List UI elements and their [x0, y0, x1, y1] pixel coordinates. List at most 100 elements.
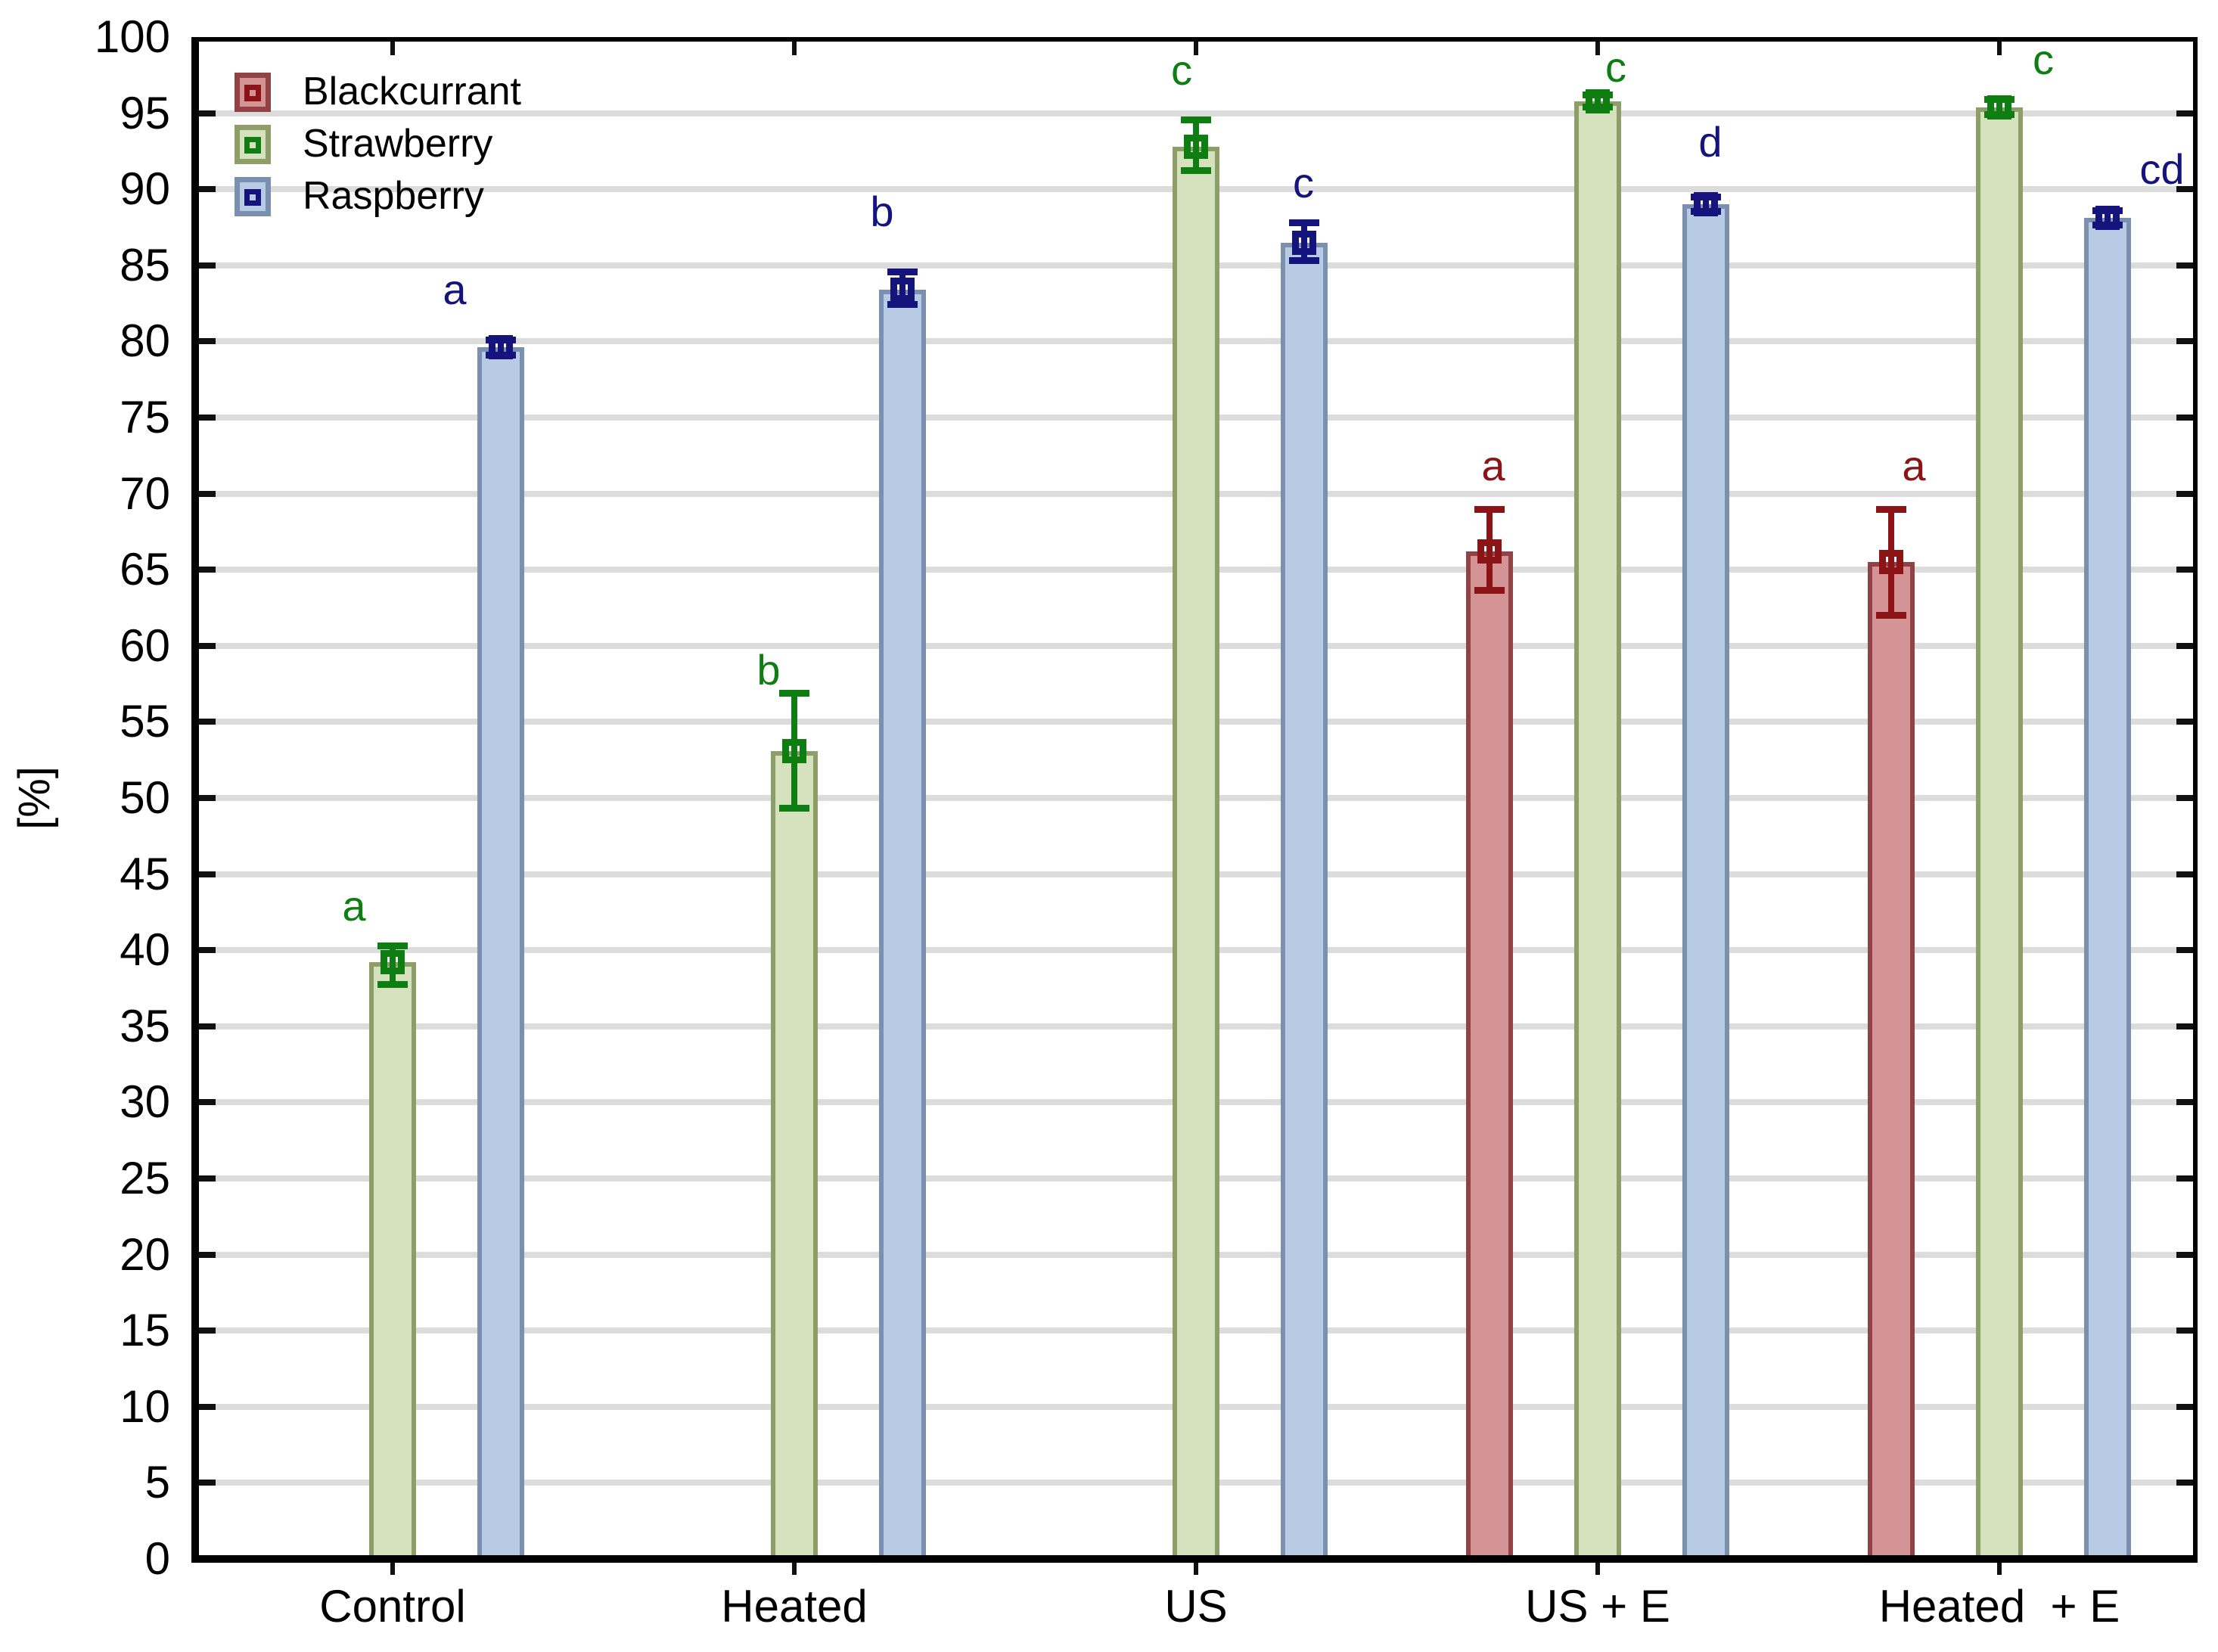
y-axis-tick-left	[199, 186, 216, 193]
y-axis-tick-label: 45	[120, 848, 170, 899]
error-bar-cap-top	[779, 690, 809, 697]
x-axis-tick-bottom	[1997, 1563, 2002, 1575]
y-axis-tick-left	[199, 795, 216, 801]
error-bar-line	[1301, 222, 1307, 261]
mean-marker	[1987, 95, 2011, 120]
mean-marker	[489, 335, 513, 360]
error-bar-line	[390, 946, 396, 986]
y-axis-tick-left	[199, 1175, 216, 1182]
y-axis-tick-label: 10	[120, 1380, 170, 1432]
y-axis-tick-label: 100	[94, 11, 170, 62]
y-axis-tick-left	[199, 1403, 216, 1410]
error-bar-cap-bottom	[887, 301, 918, 309]
y-axis-tick-label: 55	[120, 696, 170, 747]
y-axis-tick-right	[2176, 1175, 2193, 1182]
y-axis-tick-label: 50	[120, 772, 170, 823]
error-bar-line	[2105, 210, 2111, 226]
x-axis-category-label: US + E	[1525, 1581, 1670, 1632]
error-bar-cap-bottom	[1181, 167, 1211, 175]
y-axis-tick-left	[199, 338, 216, 345]
mean-marker	[381, 950, 405, 975]
bar-strawberry-1	[771, 750, 818, 1563]
mean-marker	[1694, 192, 1718, 217]
error-bar-line	[1595, 95, 1601, 107]
y-axis-tick-label: 90	[120, 163, 170, 215]
bar-raspberry-2	[1281, 242, 1328, 1563]
x-axis-category-label: Heated + E	[1878, 1581, 2120, 1632]
y-axis-tick-label: 60	[120, 620, 170, 671]
y-axis-tick-label: 30	[120, 1076, 170, 1128]
y-axis-tick-left	[199, 1251, 216, 1258]
y-axis-tick-label: 15	[120, 1305, 170, 1356]
y-axis-tick-right	[2176, 1099, 2193, 1106]
error-bar-cap-top	[1474, 505, 1505, 513]
error-bar-line	[1703, 197, 1709, 213]
y-axis-tick-left	[199, 415, 216, 421]
y-axis-tick-label: 65	[120, 544, 170, 595]
y-axis-tick-right	[2176, 947, 2193, 954]
y-axis-tick-right	[2176, 567, 2193, 573]
x-axis-tick-bottom	[792, 1563, 797, 1575]
x-axis-tick-top	[1595, 42, 1600, 55]
y-axis-tick-label: 40	[120, 924, 170, 976]
x-axis-tick-bottom	[390, 1563, 395, 1575]
y-axis-tick-label: 75	[120, 392, 170, 442]
y-axis-tick-left	[199, 262, 216, 269]
bar-raspberry-1	[879, 289, 926, 1563]
significance-letter: c	[1171, 46, 1192, 95]
y-axis-tick-right	[2176, 415, 2193, 421]
mean-marker	[890, 277, 915, 302]
y-axis-tick-label: 80	[120, 315, 170, 367]
mean-marker	[1184, 134, 1208, 159]
legend-swatch	[235, 177, 271, 216]
legend-label: Strawberry	[303, 122, 493, 166]
significance-letter: c	[1293, 159, 1314, 207]
error-bar-line	[1996, 99, 2002, 115]
y-axis-tick-right	[2176, 642, 2193, 649]
error-bar-cap-bottom	[779, 805, 809, 812]
y-axis-tick-label: 25	[120, 1153, 170, 1203]
x-axis-tick-top	[1997, 42, 2002, 55]
y-axis-tick-left	[199, 1023, 216, 1029]
significance-letter: c	[2033, 36, 2054, 84]
x-axis-category-label: Heated	[721, 1581, 868, 1632]
bar-blackcurrant-4	[1868, 562, 1915, 1563]
significance-letter: c	[1605, 43, 1626, 92]
error-bar-cap-bottom	[1289, 256, 1319, 264]
mean-marker	[1586, 88, 1610, 113]
significance-letter: a	[1481, 442, 1505, 490]
mean-marker	[2095, 206, 2120, 231]
y-axis-tick-left	[199, 490, 216, 497]
error-bar-cap-top	[1181, 116, 1211, 123]
y-axis-tick-right	[2176, 338, 2193, 345]
significance-letter: b	[870, 188, 894, 236]
legend-marker-icon	[244, 137, 261, 154]
y-axis-tick-left	[199, 1480, 216, 1486]
error-bar-cap-bottom	[1876, 611, 1906, 619]
legend-swatch	[235, 125, 271, 164]
significance-letter: a	[443, 265, 467, 313]
error-bar-cap-bottom	[1474, 587, 1505, 595]
y-axis-tick-left	[199, 110, 216, 116]
error-bar-line	[1486, 508, 1493, 592]
legend-label: Blackcurrant	[303, 70, 521, 113]
error-bar-line	[791, 693, 797, 809]
y-gridline	[199, 110, 2193, 116]
legend-label: Raspberry	[303, 174, 484, 218]
plot-frame	[191, 37, 2198, 1563]
legend-swatch	[235, 73, 271, 112]
legend-marker-icon	[244, 189, 261, 206]
x-axis-tick-bottom	[1595, 1563, 1600, 1575]
bar-raspberry-4	[2084, 218, 2131, 1563]
x-axis-category-label: US	[1164, 1581, 1228, 1632]
y-axis-tick-right	[2176, 1251, 2193, 1258]
error-bar-line	[1193, 119, 1199, 172]
significance-letter: b	[756, 645, 781, 694]
bar-raspberry-3	[1682, 204, 1729, 1563]
mean-marker	[782, 738, 806, 763]
y-axis-tick-left	[199, 567, 216, 573]
bar-blackcurrant-3	[1466, 551, 1513, 1563]
y-axis-tick-left	[199, 1328, 216, 1334]
significance-letter: a	[342, 881, 366, 930]
